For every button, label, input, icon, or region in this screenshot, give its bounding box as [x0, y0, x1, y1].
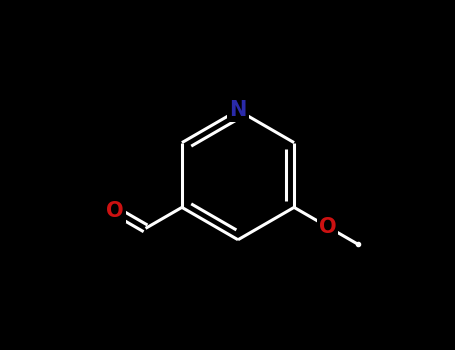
Text: O: O — [318, 217, 336, 237]
Text: N: N — [229, 100, 247, 120]
Text: O: O — [106, 201, 124, 221]
